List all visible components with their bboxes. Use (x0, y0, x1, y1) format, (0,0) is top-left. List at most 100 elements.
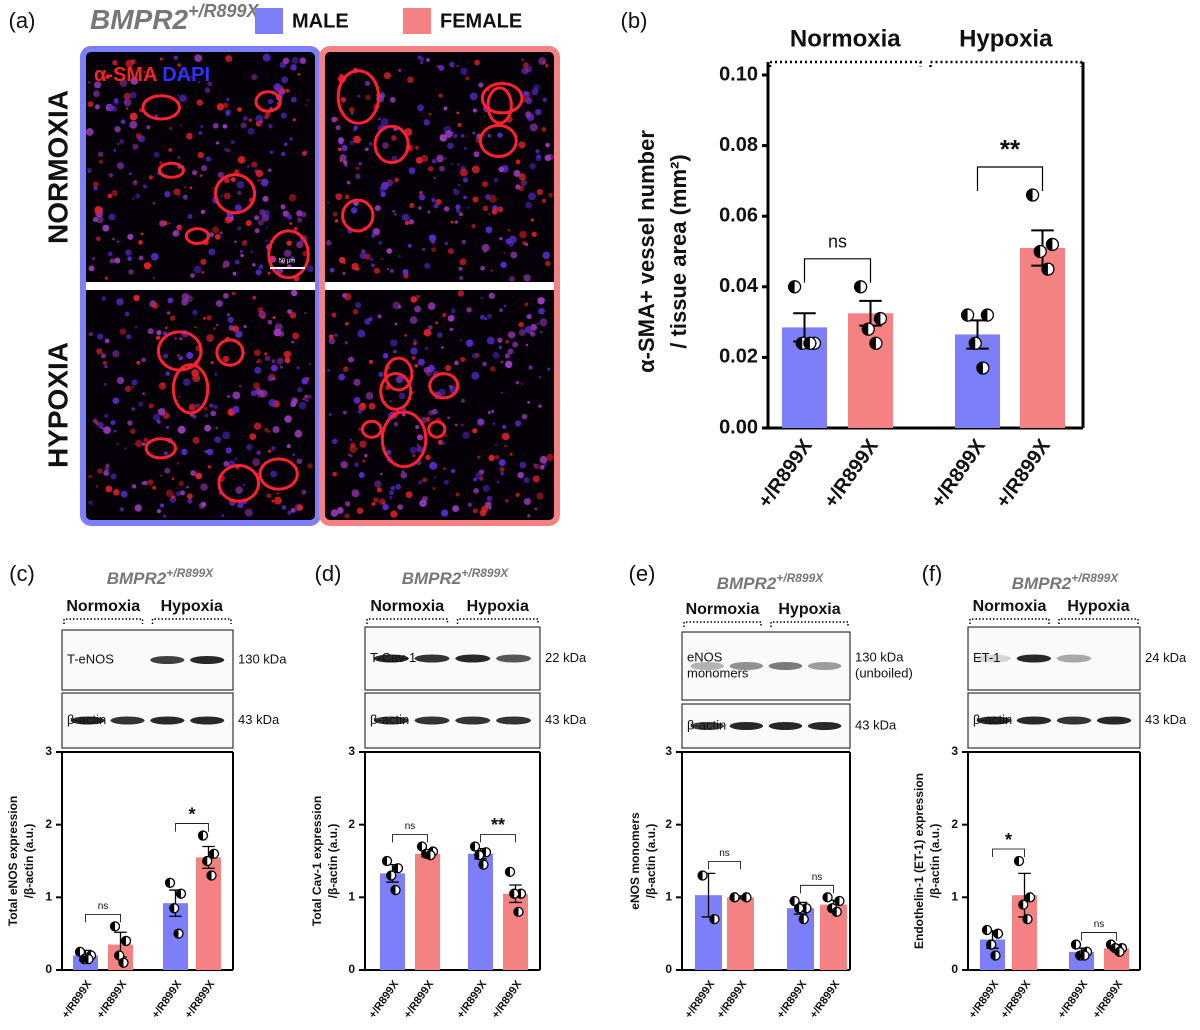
cell (456, 64, 459, 68)
cell (500, 261, 507, 269)
cell (362, 459, 366, 463)
cell (92, 418, 98, 424)
vessel (215, 338, 245, 367)
cell (393, 349, 397, 354)
cell (369, 257, 374, 261)
cell (88, 474, 92, 479)
cell (177, 156, 181, 159)
bar (955, 334, 1000, 428)
blot-band (414, 654, 450, 663)
cell (335, 193, 343, 201)
blot-label: T-Cav-1 (370, 650, 416, 665)
cell (206, 334, 214, 342)
cell (159, 161, 163, 165)
blot-band (690, 722, 724, 730)
cell (334, 219, 339, 223)
cell (283, 350, 292, 358)
cell (124, 311, 130, 317)
cell (357, 94, 360, 98)
point-half (961, 309, 968, 322)
cell (332, 211, 338, 217)
cell (513, 169, 521, 177)
panel-label: (e) (629, 561, 656, 586)
cell (542, 251, 550, 260)
cell (250, 390, 257, 397)
cell (417, 358, 425, 366)
cell (344, 513, 350, 519)
cell (255, 114, 264, 123)
cell (177, 63, 181, 67)
cell (254, 215, 260, 221)
cell (171, 477, 175, 480)
cell (500, 360, 504, 364)
cell (432, 486, 436, 490)
cell (429, 461, 438, 470)
cell (224, 147, 229, 152)
y-tick-label: 2 (665, 817, 672, 831)
cell (502, 424, 507, 430)
cell (267, 271, 271, 275)
cell (472, 508, 478, 514)
cell (301, 151, 307, 157)
sig-label: ns (719, 848, 730, 859)
cell (146, 125, 151, 130)
y-tick-label: 0 (665, 962, 672, 976)
blot-band (976, 716, 1011, 725)
cell (437, 332, 443, 338)
cell (510, 251, 518, 259)
cell (299, 57, 307, 64)
blot-size: 43 kDa (1145, 712, 1187, 727)
x-tick-label: +/R899X (683, 978, 718, 1021)
cell (124, 385, 132, 393)
point-half (698, 871, 703, 881)
cell (284, 142, 288, 146)
cell (213, 404, 219, 410)
cell (280, 112, 287, 119)
cell (116, 162, 125, 170)
cell (97, 468, 103, 474)
cell (394, 177, 400, 183)
data-point (1013, 855, 1025, 867)
cell (498, 459, 506, 467)
cell (165, 425, 170, 429)
vessel (258, 457, 299, 491)
cell (212, 123, 219, 129)
cell (438, 64, 445, 71)
group-label: Normoxia (790, 25, 901, 52)
point-half (788, 280, 795, 293)
cell (421, 502, 425, 505)
cell (292, 399, 297, 404)
cell (186, 132, 193, 140)
cell (503, 252, 506, 255)
blot-band (150, 656, 185, 664)
blot-size: 43 kDa (545, 712, 587, 727)
cell (176, 462, 180, 465)
data-point (798, 913, 809, 925)
group-bracket (770, 621, 849, 627)
cell (337, 147, 342, 152)
bar (503, 893, 528, 970)
cell (291, 340, 295, 344)
cell (419, 191, 423, 195)
cell (525, 97, 533, 105)
cell (471, 165, 480, 174)
cell (350, 207, 358, 214)
point-half (1106, 940, 1111, 950)
x-tick-label: +/R899X (1091, 978, 1126, 1021)
cell (408, 167, 416, 175)
cell (447, 248, 454, 255)
data-point (381, 855, 393, 867)
cell (104, 365, 108, 369)
cell (334, 117, 339, 122)
x-tick-label: +/R899X (367, 978, 402, 1021)
data-point (474, 850, 485, 861)
cell (97, 333, 104, 340)
y-tick-label: 0 (348, 962, 355, 976)
cell (114, 257, 121, 264)
cell (108, 172, 114, 178)
point-half (969, 337, 976, 350)
cell (531, 231, 537, 238)
cell (282, 57, 290, 65)
cell (127, 256, 132, 262)
cell (507, 331, 516, 339)
